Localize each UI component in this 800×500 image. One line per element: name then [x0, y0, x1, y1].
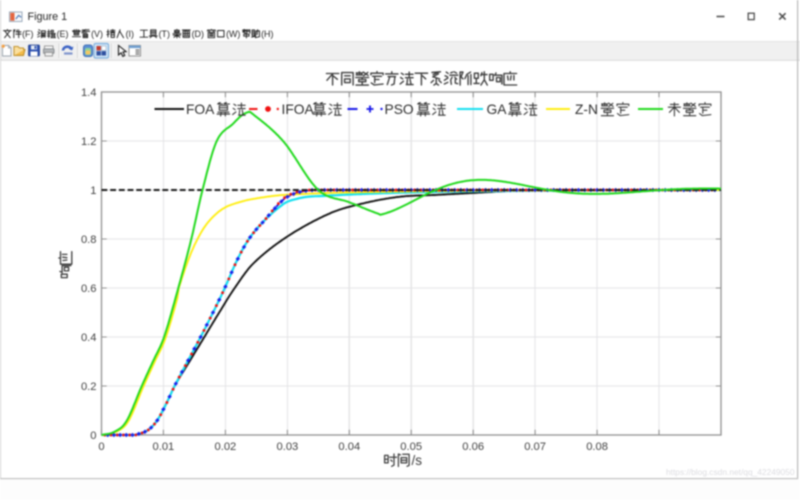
svg-text:0.05: 0.05 [400, 441, 422, 453]
svg-text:(T): (T) [159, 29, 170, 39]
svg-text:0.04: 0.04 [338, 441, 360, 453]
svg-text:0.06: 0.06 [462, 441, 484, 453]
svg-text:1: 1 [90, 185, 96, 197]
svg-text:GA: GA [487, 102, 508, 117]
svg-text:(V): (V) [91, 29, 103, 39]
svg-text:Z-N: Z-N [575, 102, 598, 117]
svg-text:0.07: 0.07 [524, 441, 546, 453]
svg-text:/s: /s [412, 453, 423, 468]
svg-text:(E): (E) [57, 29, 69, 39]
svg-text:0.01: 0.01 [153, 441, 175, 453]
svg-text:0: 0 [90, 430, 96, 442]
svg-text:0.4: 0.4 [81, 332, 97, 344]
svg-text:0.08: 0.08 [586, 441, 608, 453]
svg-text:IFOA: IFOA [282, 102, 315, 117]
svg-text:(D): (D) [192, 29, 204, 39]
svg-text:https://blog.csdn.net/qq_42249: https://blog.csdn.net/qq_42249050 [666, 467, 795, 477]
svg-text:1.2: 1.2 [81, 136, 97, 148]
svg-text:FOA: FOA [186, 102, 215, 117]
svg-text:0.2: 0.2 [81, 381, 97, 393]
svg-text:(F): (F) [22, 29, 33, 39]
svg-text:(H): (H) [261, 29, 273, 39]
svg-text:PSO: PSO [385, 102, 414, 117]
svg-text:0.03: 0.03 [277, 441, 299, 453]
svg-text:0.6: 0.6 [81, 283, 97, 295]
svg-text:(W): (W) [226, 29, 240, 39]
svg-text:Figure 1: Figure 1 [28, 11, 68, 23]
svg-text:1.4: 1.4 [81, 87, 97, 99]
svg-text:(I): (I) [126, 29, 134, 39]
svg-text:0.8: 0.8 [81, 234, 97, 246]
svg-text:0.02: 0.02 [215, 441, 237, 453]
svg-text:0: 0 [98, 441, 104, 453]
